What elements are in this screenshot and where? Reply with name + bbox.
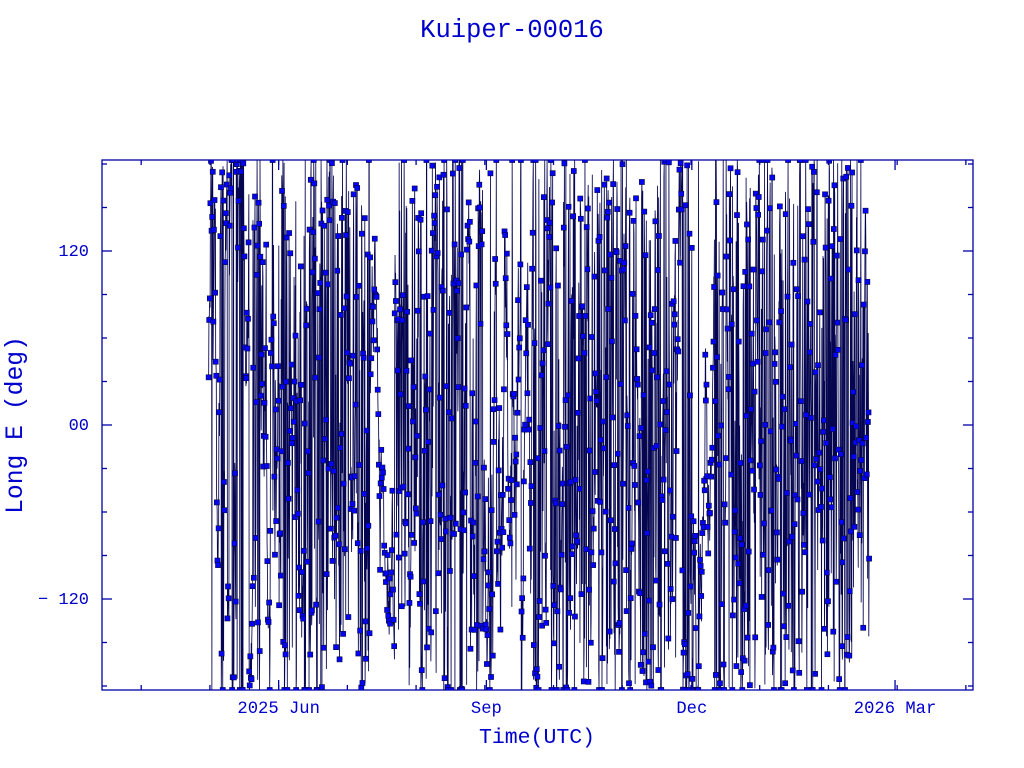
svg-text:Dec: Dec: [676, 700, 707, 719]
svg-text:2025 Jun: 2025 Jun: [237, 700, 320, 719]
svg-text:00: 00: [69, 417, 89, 436]
svg-text:− 120: − 120: [38, 591, 89, 610]
svg-text:120: 120: [58, 243, 89, 262]
svg-text:Sep: Sep: [471, 700, 502, 719]
svg-text:Kuiper-00016: Kuiper-00016: [420, 16, 604, 45]
svg-text:Long E (deg): Long E (deg): [2, 336, 30, 514]
svg-text:Time(UTC): Time(UTC): [479, 726, 595, 750]
svg-text:2026 Mar: 2026 Mar: [854, 700, 937, 719]
